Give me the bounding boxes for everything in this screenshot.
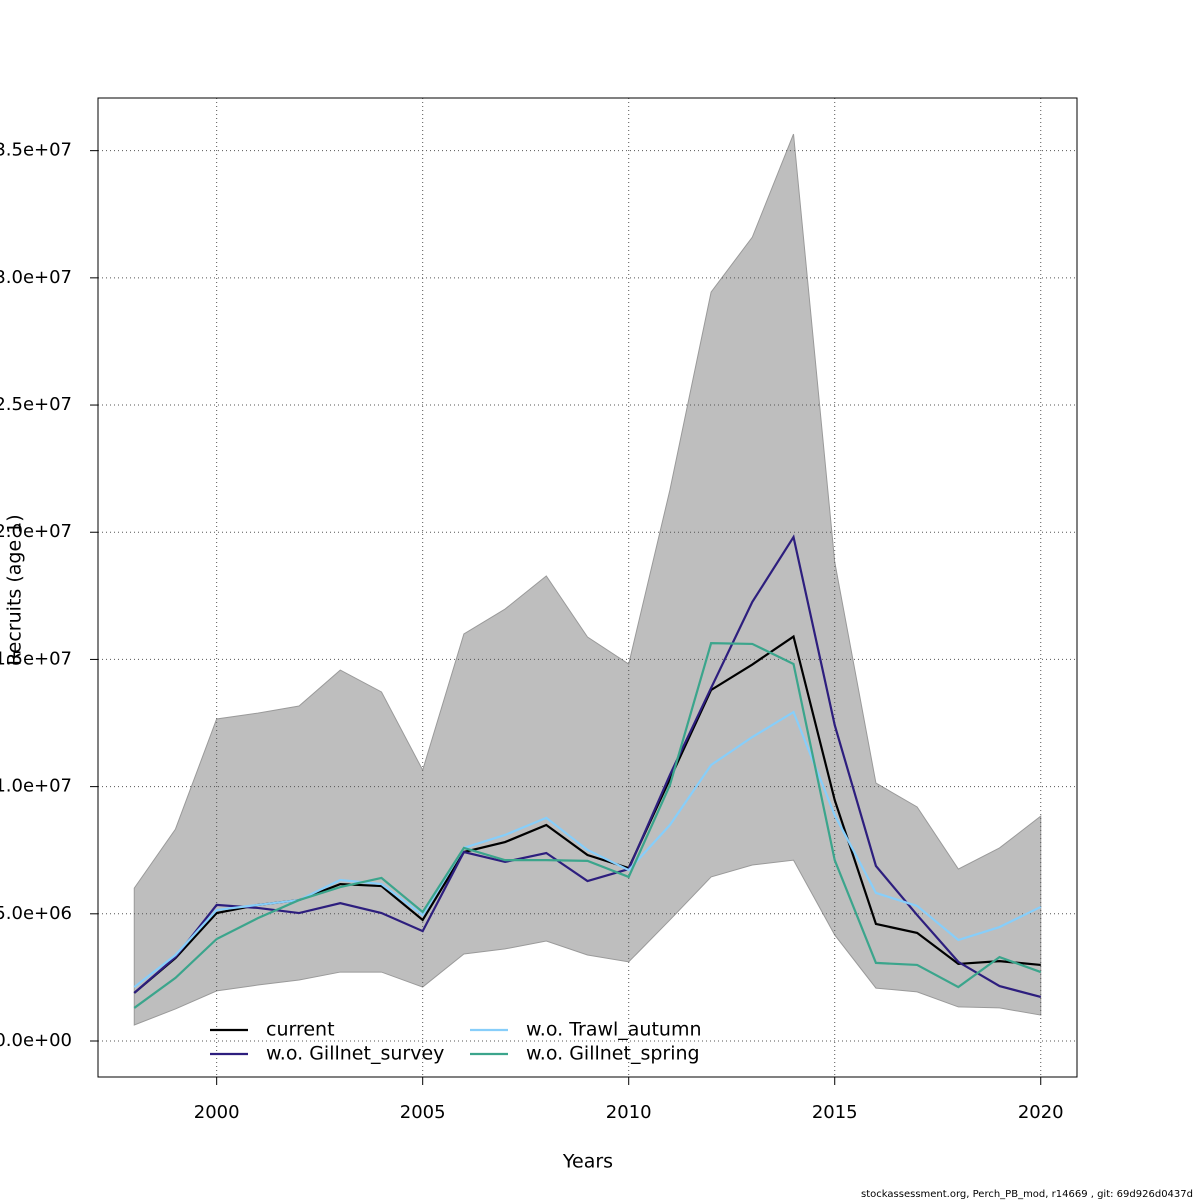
x-tick-label: 2000 xyxy=(194,1102,240,1123)
y-axis-label: Recruits (age 1) xyxy=(4,514,26,665)
y-tick-label: 2.0e+07 xyxy=(0,521,72,542)
y-tick-label: 0.0e+00 xyxy=(0,1030,72,1051)
series-line xyxy=(133,534,1042,999)
y-tick-label: 5.0e+06 xyxy=(0,903,72,924)
x-axis-label: Years xyxy=(562,1151,613,1173)
plot-area xyxy=(98,98,1077,1077)
y-tick-label: 3.5e+07 xyxy=(0,140,72,161)
x-tick-label: 2010 xyxy=(606,1102,652,1123)
x-tick-label: 2020 xyxy=(1018,1102,1064,1123)
footnote: stockassessment.org, Perch_PB_mod, r1466… xyxy=(861,1189,1193,1200)
y-tick-label: 3.0e+07 xyxy=(0,267,72,288)
legend-label: w.o. Trawl_autumn xyxy=(526,1019,702,1041)
legend-label: w.o. Gillnet_survey xyxy=(266,1043,444,1065)
legend-label: w.o. Gillnet_spring xyxy=(526,1043,700,1065)
series-line xyxy=(133,710,1042,988)
series-line xyxy=(133,642,1042,1009)
confidence-band xyxy=(133,133,1042,1026)
y-tick-label: 2.5e+07 xyxy=(0,394,72,415)
x-tick-label: 2015 xyxy=(812,1102,858,1123)
y-tick-label: 1.0e+07 xyxy=(0,776,72,797)
legend-label: current xyxy=(266,1019,335,1041)
y-tick-label: 1.5e+07 xyxy=(0,648,72,669)
plot-frame xyxy=(97,97,1078,1078)
x-tick-label: 2005 xyxy=(400,1102,446,1123)
